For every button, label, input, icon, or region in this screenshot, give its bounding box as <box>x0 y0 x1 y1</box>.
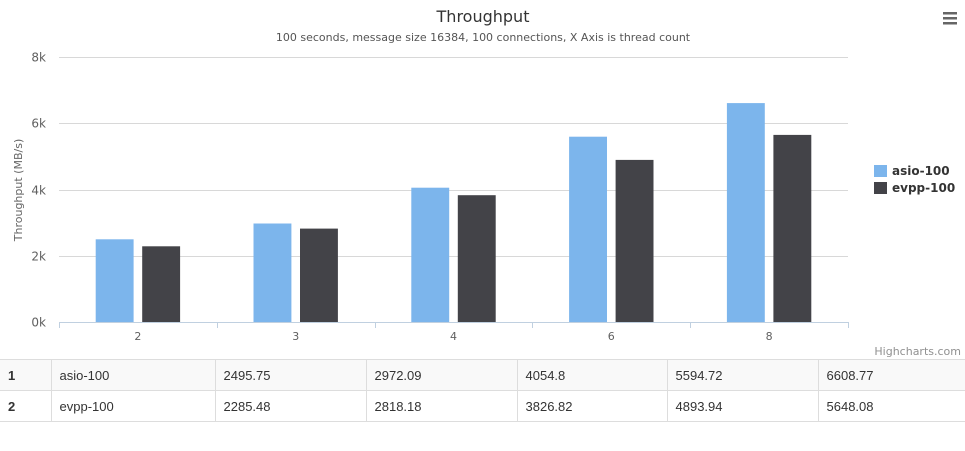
row-value-cell: 5594.72 <box>667 359 819 391</box>
x-tick-label: 4 <box>450 330 457 343</box>
legend-label: evpp-100 <box>892 181 955 195</box>
y-axis-ticks: 0k 2k 4k 6k 8k <box>31 51 46 330</box>
bar-asio-100-6[interactable] <box>569 136 607 322</box>
x-tick-label: 6 <box>608 330 615 343</box>
row-value-cell: 5648.08 <box>818 390 965 422</box>
x-tick-label: 3 <box>292 330 299 343</box>
row-value-cell: 3826.82 <box>517 390 668 422</box>
x-axis: 2 3 4 6 8 <box>59 322 849 343</box>
row-series-name: asio-100 <box>51 359 216 391</box>
bar-asio-100-4[interactable] <box>411 187 450 322</box>
bar-evpp-100-4[interactable] <box>457 195 496 322</box>
y-tick-label: 4k <box>31 184 46 198</box>
x-tick-label: 8 <box>766 330 773 343</box>
legend-item-asio-100[interactable]: asio-100 <box>874 164 950 178</box>
export-menu-button[interactable] <box>937 8 959 28</box>
table-row: 1 asio-100 2495.75 2972.09 4054.8 5594.72 6608… <box>0 359 965 391</box>
hamburger-menu-icon <box>943 12 957 25</box>
chart-container: Throughput 100 seconds, message size 163… <box>12 7 961 358</box>
bar-asio-100-3[interactable] <box>253 223 292 323</box>
table-row: 2 evpp-100 2285.48 2818.18 3826.82 4893.94 564… <box>0 390 965 422</box>
row-value-cell: 2495.75 <box>215 359 367 391</box>
bar-series <box>95 103 812 323</box>
bar-asio-100-2[interactable] <box>95 239 134 322</box>
credits-link[interactable]: Highcharts.com <box>874 345 961 358</box>
data-table-body: 1 asio-100 2495.75 2972.09 4054.8 5594.72 6608… <box>0 359 965 422</box>
row-series-name: evpp-100 <box>51 390 216 422</box>
bar-evpp-100-2[interactable] <box>142 246 181 322</box>
legend-swatch <box>874 182 887 194</box>
y-tick-label: 0k <box>31 316 46 330</box>
y-tick-label: 8k <box>31 51 46 65</box>
chart-subtitle: 100 seconds, message size 16384, 100 con… <box>276 31 691 44</box>
row-value-cell: 4054.8 <box>517 359 668 391</box>
grid-lines <box>59 57 848 257</box>
y-axis-title: Throughput (MB/s) <box>12 139 25 242</box>
x-tick-label: 2 <box>134 330 141 343</box>
row-value-cell: 2285.48 <box>215 390 367 422</box>
data-table: 1 asio-100 2495.75 2972.09 4054.8 5594.72 6608… <box>0 359 965 422</box>
chart-title: Throughput <box>436 7 530 26</box>
legend-swatch <box>874 165 887 177</box>
legend-label: asio-100 <box>892 164 950 178</box>
row-value-cell: 4893.94 <box>667 390 819 422</box>
bar-evpp-100-8[interactable] <box>773 134 812 322</box>
row-value-cell: 2818.18 <box>366 390 518 422</box>
row-value-cell: 6608.77 <box>818 359 965 391</box>
row-index: 1 <box>0 359 52 391</box>
chart-svg: Throughput 100 seconds, message size 163… <box>12 7 961 358</box>
legend: asio-100 evpp-100 <box>874 164 955 195</box>
y-tick-label: 6k <box>31 117 46 131</box>
bar-asio-100-8[interactable] <box>726 103 765 322</box>
bar-evpp-100-3[interactable] <box>300 228 338 322</box>
bar-evpp-100-6[interactable] <box>615 159 654 322</box>
row-index: 2 <box>0 390 52 422</box>
legend-item-evpp-100[interactable]: evpp-100 <box>874 181 955 195</box>
row-value-cell: 2972.09 <box>366 359 518 391</box>
y-tick-label: 2k <box>31 250 46 264</box>
